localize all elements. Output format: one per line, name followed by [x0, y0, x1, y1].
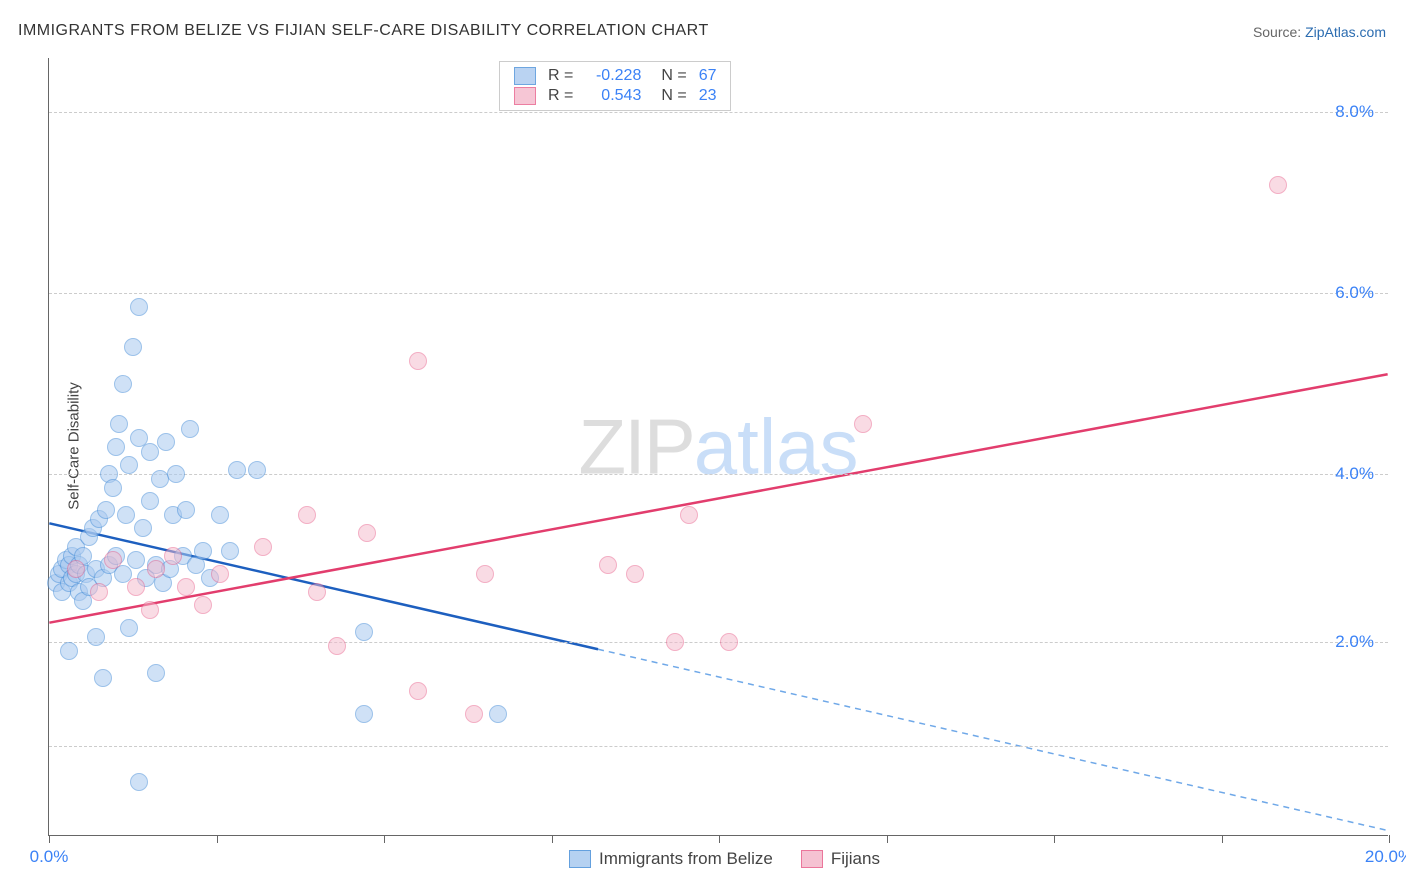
legend-swatch [514, 87, 536, 105]
y-tick-label: 2.0% [1335, 632, 1374, 652]
belize-point [130, 773, 148, 791]
grid-line [49, 293, 1388, 294]
belize-point [117, 506, 135, 524]
belize-point [228, 461, 246, 479]
fijians-point [1269, 176, 1287, 194]
legend-r-value: 0.543 [579, 86, 647, 106]
legend-swatch [514, 67, 536, 85]
fijians-point [328, 637, 346, 655]
x-tick [887, 835, 888, 843]
legend-label: Immigrants from Belize [599, 849, 773, 869]
belize-point [141, 443, 159, 461]
fijians-point [194, 596, 212, 614]
belize-point [127, 551, 145, 569]
belize-point [147, 664, 165, 682]
fijians-point [164, 547, 182, 565]
fijians-point [626, 565, 644, 583]
fijians-regression-line [49, 374, 1387, 622]
belize-point [94, 669, 112, 687]
belize-point [124, 338, 142, 356]
correlation-legend: R =-0.228N =67R =0.543N =23 [499, 61, 731, 111]
source-prefix: Source: [1253, 24, 1305, 40]
belize-point [104, 479, 122, 497]
fijians-point [358, 524, 376, 542]
belize-point [157, 433, 175, 451]
fijians-point [211, 565, 229, 583]
fijians-point [666, 633, 684, 651]
belize-point [107, 438, 125, 456]
belize-point [194, 542, 212, 560]
fijians-point [720, 633, 738, 651]
belize-regression-line-extrapolated [598, 649, 1388, 830]
belize-point [120, 619, 138, 637]
x-tick [217, 835, 218, 843]
belize-point [355, 705, 373, 723]
belize-point [120, 456, 138, 474]
y-tick-label: 6.0% [1335, 283, 1374, 303]
fijians-point [67, 560, 85, 578]
legend-swatch [569, 850, 591, 868]
belize-point [151, 470, 169, 488]
legend-n-value: 67 [693, 66, 723, 86]
fijians-point [409, 352, 427, 370]
x-tick [719, 835, 720, 843]
y-tick-label: 4.0% [1335, 464, 1374, 484]
belize-point [134, 519, 152, 537]
fijians-point [308, 583, 326, 601]
fijians-point [104, 551, 122, 569]
fijians-point [854, 415, 872, 433]
fijians-point [298, 506, 316, 524]
fijians-point [680, 506, 698, 524]
chart-title: IMMIGRANTS FROM BELIZE VS FIJIAN SELF-CA… [18, 22, 709, 40]
x-tick [49, 835, 50, 843]
belize-point [167, 465, 185, 483]
source-link[interactable]: ZipAtlas.com [1305, 24, 1386, 40]
belize-point [110, 415, 128, 433]
fijians-point [127, 578, 145, 596]
fijians-point [254, 538, 272, 556]
fijians-point [476, 565, 494, 583]
legend-swatch [801, 850, 823, 868]
x-tick [552, 835, 553, 843]
belize-point [141, 492, 159, 510]
plot-area: ZIPatlas 2.0%4.0%6.0%8.0%0.0%20.0%R =-0.… [48, 58, 1388, 836]
series-legend: Immigrants from Belize Fijians [569, 849, 880, 869]
fijians-point [409, 682, 427, 700]
x-tick [1389, 835, 1390, 843]
fijians-point [599, 556, 617, 574]
regression-lines-layer [49, 58, 1388, 835]
belize-point [248, 461, 266, 479]
legend-n-value: 23 [693, 86, 723, 106]
grid-line [49, 746, 1388, 747]
y-tick-label: 8.0% [1335, 102, 1374, 122]
fijians-point [147, 560, 165, 578]
belize-point [87, 628, 105, 646]
belize-point [181, 420, 199, 438]
legend-item: Fijians [801, 849, 880, 869]
grid-line [49, 112, 1388, 113]
legend-r-value: -0.228 [579, 66, 647, 86]
fijians-point [90, 583, 108, 601]
belize-point [60, 642, 78, 660]
source-attribution: Source: ZipAtlas.com [1253, 24, 1386, 40]
belize-point [114, 375, 132, 393]
belize-point [489, 705, 507, 723]
belize-point [211, 506, 229, 524]
fijians-point [465, 705, 483, 723]
fijians-point [177, 578, 195, 596]
belize-point [130, 298, 148, 316]
belize-point [177, 501, 195, 519]
belize-point [355, 623, 373, 641]
x-tick [384, 835, 385, 843]
belize-point [221, 542, 239, 560]
x-tick-label: 0.0% [30, 847, 69, 867]
x-tick-label: 20.0% [1365, 847, 1406, 867]
x-tick [1054, 835, 1055, 843]
grid-line [49, 642, 1388, 643]
legend-item: Immigrants from Belize [569, 849, 773, 869]
legend-label: Fijians [831, 849, 880, 869]
belize-point [97, 501, 115, 519]
x-tick [1222, 835, 1223, 843]
fijians-point [141, 601, 159, 619]
